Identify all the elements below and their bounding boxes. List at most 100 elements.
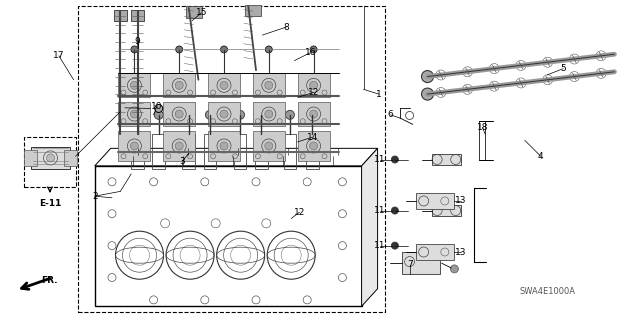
Circle shape	[236, 110, 244, 119]
Bar	[204, 134, 216, 169]
Text: 11: 11	[374, 241, 386, 250]
Text: 13: 13	[455, 197, 467, 205]
Text: FR.: FR.	[41, 276, 58, 285]
Circle shape	[131, 46, 138, 53]
Text: 2: 2	[92, 192, 97, 201]
Bar	[24, 150, 37, 166]
Circle shape	[310, 110, 317, 118]
Text: 6: 6	[388, 110, 393, 119]
Circle shape	[422, 88, 433, 100]
Circle shape	[257, 110, 266, 119]
Circle shape	[220, 110, 228, 118]
Circle shape	[133, 110, 142, 119]
Text: 13: 13	[455, 248, 467, 256]
Bar	[114, 10, 127, 21]
Circle shape	[451, 265, 458, 273]
Bar	[416, 193, 454, 209]
Polygon shape	[118, 73, 150, 97]
Circle shape	[154, 110, 163, 119]
Circle shape	[265, 81, 273, 89]
Bar	[432, 205, 461, 216]
Circle shape	[155, 104, 163, 113]
Polygon shape	[298, 131, 330, 161]
Circle shape	[392, 242, 398, 249]
Bar	[64, 150, 77, 166]
Circle shape	[220, 81, 228, 89]
Polygon shape	[208, 73, 240, 97]
Text: 12: 12	[294, 208, 305, 217]
Text: 9: 9	[135, 37, 140, 46]
Text: 18: 18	[477, 123, 488, 132]
Circle shape	[176, 46, 182, 53]
Circle shape	[131, 110, 138, 118]
Circle shape	[310, 142, 317, 150]
Text: 16: 16	[305, 48, 316, 57]
Polygon shape	[163, 102, 195, 126]
Polygon shape	[253, 73, 285, 97]
Polygon shape	[118, 131, 150, 161]
Circle shape	[392, 156, 398, 163]
Circle shape	[221, 46, 227, 53]
Text: 10: 10	[151, 102, 163, 111]
Circle shape	[392, 207, 398, 214]
Bar	[416, 244, 454, 260]
Polygon shape	[163, 73, 195, 97]
Polygon shape	[118, 102, 150, 126]
Text: 5: 5	[561, 64, 566, 73]
Bar	[131, 10, 144, 21]
Circle shape	[175, 142, 183, 150]
Bar	[95, 166, 362, 306]
Bar	[479, 121, 485, 160]
Text: 11: 11	[374, 155, 386, 164]
Bar	[284, 134, 296, 169]
Text: 12: 12	[308, 88, 319, 97]
Polygon shape	[208, 131, 240, 161]
Circle shape	[131, 142, 138, 150]
Bar	[182, 134, 195, 169]
Circle shape	[184, 110, 193, 119]
Text: SWA4E1000A: SWA4E1000A	[519, 287, 575, 296]
Text: 15: 15	[196, 8, 207, 17]
Polygon shape	[362, 148, 378, 306]
Circle shape	[175, 81, 183, 89]
Circle shape	[175, 110, 183, 118]
Text: 7: 7	[407, 260, 412, 269]
Bar	[152, 134, 165, 169]
Circle shape	[310, 81, 317, 89]
Circle shape	[308, 110, 317, 119]
Circle shape	[265, 110, 273, 118]
Circle shape	[265, 142, 273, 150]
Circle shape	[47, 154, 54, 162]
Bar	[245, 5, 261, 16]
Polygon shape	[253, 131, 285, 161]
Polygon shape	[298, 102, 330, 126]
Bar	[78, 6, 385, 312]
Bar	[31, 147, 70, 169]
Circle shape	[285, 110, 294, 119]
Text: E-11: E-11	[39, 199, 61, 208]
Polygon shape	[253, 102, 285, 126]
Circle shape	[266, 46, 272, 53]
Bar	[255, 134, 268, 169]
Circle shape	[422, 70, 433, 83]
Text: 17: 17	[53, 51, 65, 60]
Polygon shape	[208, 102, 240, 126]
Bar	[402, 252, 440, 274]
Bar	[24, 137, 76, 187]
Circle shape	[205, 110, 214, 119]
Text: 1: 1	[376, 90, 381, 99]
Bar	[131, 134, 144, 169]
Circle shape	[310, 46, 317, 53]
Bar	[234, 134, 246, 169]
Text: 14: 14	[307, 133, 318, 142]
Circle shape	[131, 81, 138, 89]
Polygon shape	[298, 73, 330, 97]
Bar	[306, 134, 319, 169]
Polygon shape	[163, 131, 195, 161]
Bar	[432, 154, 461, 165]
Circle shape	[220, 142, 228, 150]
Text: 4: 4	[538, 152, 543, 161]
Text: 3: 3	[180, 157, 185, 166]
Bar	[186, 6, 202, 18]
Text: 11: 11	[374, 206, 386, 215]
